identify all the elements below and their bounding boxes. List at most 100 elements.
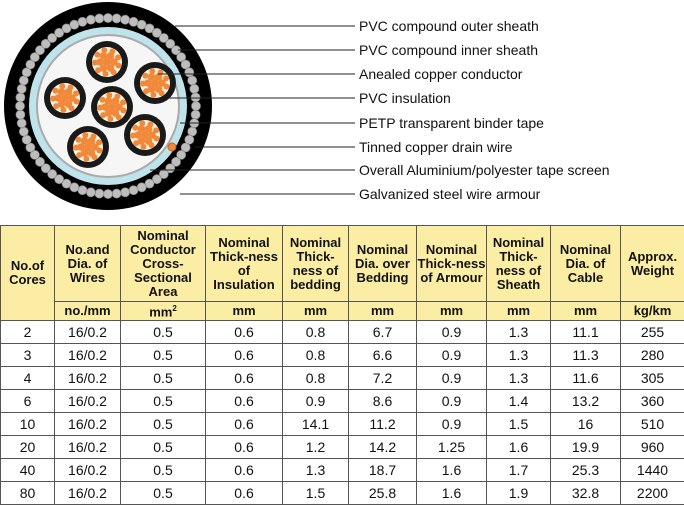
armour-wire — [16, 93, 25, 102]
table-cell: 1440 — [621, 459, 684, 482]
armour-wire — [112, 14, 121, 23]
table-cell: 6.6 — [349, 344, 417, 367]
diagram-label: PVC compound outer sheath — [359, 18, 539, 34]
armour-wire — [78, 17, 87, 26]
table-cell: 14.2 — [349, 436, 417, 459]
table-cell: 18.7 — [349, 459, 417, 482]
table-cell: 10 — [1, 413, 55, 436]
unit-header: mm — [551, 302, 621, 321]
table-cell: 1.2 — [283, 436, 349, 459]
table-cell: 0.6 — [206, 344, 283, 367]
core — [44, 77, 86, 119]
table-cell: 11.6 — [551, 367, 621, 390]
core — [67, 126, 109, 168]
cable-cross-section — [0, 0, 684, 222]
column-header: Nominal Thick-ness of Sheath — [487, 226, 551, 302]
core — [124, 114, 166, 156]
diagram-label: Anealed copper conductor — [359, 66, 522, 82]
table-cell: 16 — [551, 413, 621, 436]
table-cell: 0.5 — [121, 436, 206, 459]
table-cell: 0.9 — [417, 413, 487, 436]
table-cell: 1.9 — [487, 482, 551, 505]
unit-header: mm — [417, 302, 487, 321]
core — [91, 86, 133, 128]
table-cell: 0.5 — [121, 344, 206, 367]
table-cell: 16/0.2 — [55, 459, 121, 482]
core — [86, 41, 128, 83]
column-header: Nominal Thick-ness of bedding — [283, 226, 349, 302]
table-cell: 16/0.2 — [55, 482, 121, 505]
table-cell: 510 — [621, 413, 684, 436]
table-cell: 14.1 — [283, 413, 349, 436]
armour-wire — [19, 76, 28, 85]
table-cell: 32.8 — [551, 482, 621, 505]
table-cell: 1.6 — [487, 436, 551, 459]
table-cell: 0.5 — [121, 459, 206, 482]
diagram-label: Galvanized steel wire armour — [359, 186, 540, 202]
unit-header: mm — [283, 302, 349, 321]
unit-header: mm — [206, 302, 283, 321]
column-header: Nominal Thick-ness of Armour — [417, 226, 487, 302]
table-cell: 13.2 — [551, 390, 621, 413]
table-cell: 16/0.2 — [55, 367, 121, 390]
table-cell: 1.6 — [417, 482, 487, 505]
table-cell: 0.6 — [206, 321, 283, 344]
armour-wire — [137, 183, 146, 192]
table-cell: 1.4 — [487, 390, 551, 413]
table-cell: 4 — [1, 367, 55, 390]
table-cell: 1.5 — [487, 413, 551, 436]
armour-wire — [19, 127, 28, 136]
table-cell: 0.6 — [206, 413, 283, 436]
armour-wire — [121, 15, 130, 24]
armour-wire — [129, 17, 138, 26]
table-cell: 0.9 — [417, 344, 487, 367]
table-cell: 1.5 — [283, 482, 349, 505]
armour-wire — [95, 189, 104, 198]
table-cell: 6 — [1, 390, 55, 413]
armour-wire — [78, 186, 87, 195]
armour-wire — [191, 93, 200, 102]
armour-wire — [86, 15, 95, 24]
table-cell: 16/0.2 — [55, 413, 121, 436]
table-cell: 0.5 — [121, 390, 206, 413]
unit-header: mm — [487, 302, 551, 321]
table-cell: 0.9 — [283, 390, 349, 413]
table-cell: 0.6 — [206, 459, 283, 482]
armour-wire — [86, 188, 95, 197]
table-cell: 1.25 — [417, 436, 487, 459]
unit-header: mm2 — [121, 302, 206, 321]
table-cell: 19.9 — [551, 436, 621, 459]
table-cell: 0.6 — [206, 367, 283, 390]
armour-wire — [129, 186, 138, 195]
armour-wire — [15, 101, 24, 110]
armour-wire — [103, 189, 112, 198]
armour-wire — [70, 20, 79, 29]
table-cell: 960 — [621, 436, 684, 459]
unit-header: no./mm — [55, 302, 121, 321]
table-cell: 0.6 — [206, 390, 283, 413]
table-cell: 80 — [1, 482, 55, 505]
table-cell: 0.9 — [417, 321, 487, 344]
table-cell: 0.5 — [121, 321, 206, 344]
table-cell: 1.7 — [487, 459, 551, 482]
table-cell: 40 — [1, 459, 55, 482]
table-cell: 6.7 — [349, 321, 417, 344]
table-cell: 0.8 — [283, 344, 349, 367]
armour-wire — [191, 101, 200, 110]
table-cell: 2 — [1, 321, 55, 344]
armour-wire — [95, 14, 104, 23]
armour-wire — [22, 135, 31, 144]
column-header: Approx. Weight — [621, 226, 684, 302]
column-header: Nominal Dia. of Cable — [551, 226, 621, 302]
column-header: Nominal Dia. over Bedding — [349, 226, 417, 302]
table-cell: 7.2 — [349, 367, 417, 390]
table-cell: 0.8 — [283, 321, 349, 344]
